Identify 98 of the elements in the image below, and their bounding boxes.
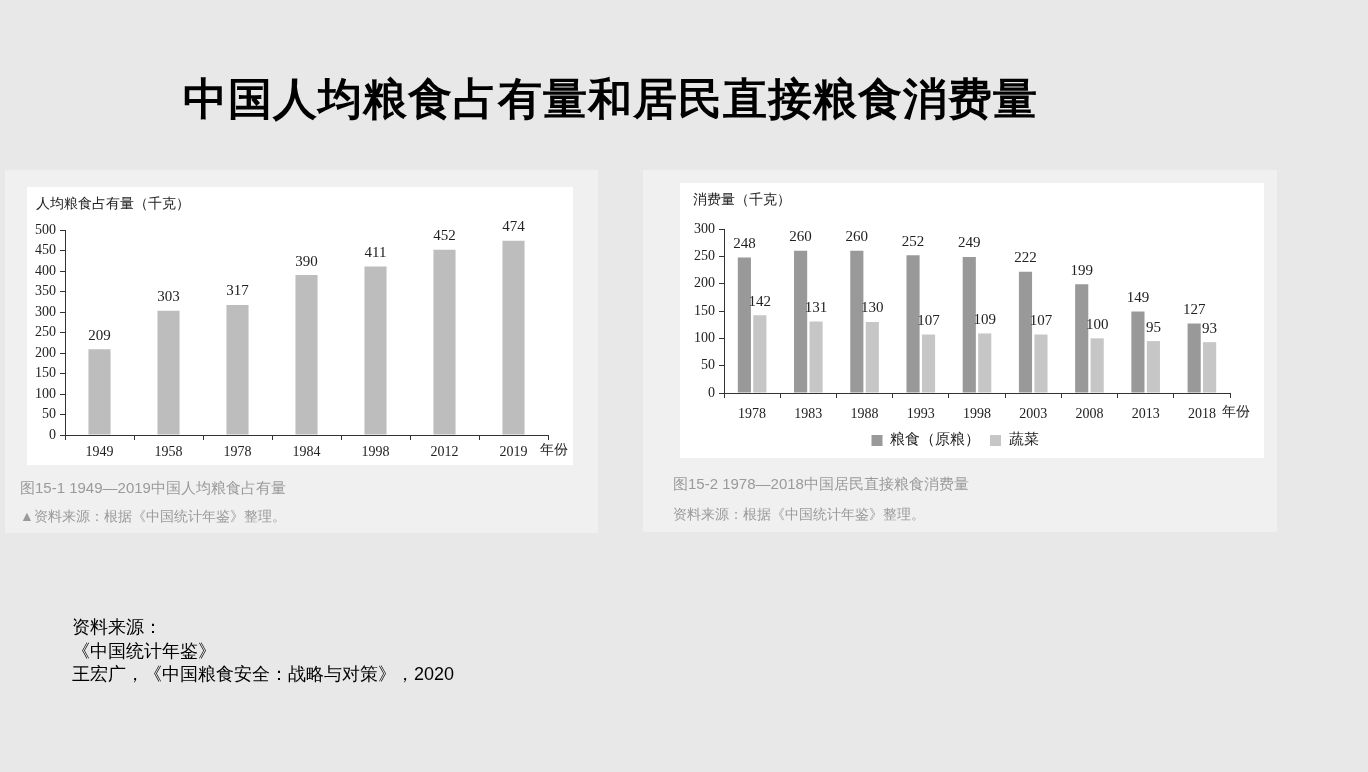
bar <box>906 255 920 393</box>
x-tick-label: 1949 <box>85 444 114 460</box>
data-label: 107 <box>917 311 941 328</box>
data-label: 209 <box>88 326 111 343</box>
y-axis-title: 消费量（千克） <box>693 192 791 208</box>
bar <box>1146 341 1160 393</box>
bar <box>502 240 525 435</box>
bar <box>921 334 936 393</box>
bar <box>1187 323 1201 393</box>
bar <box>1131 311 1145 393</box>
bar <box>962 256 976 393</box>
bar <box>157 310 180 435</box>
y-tick-label: 50 <box>701 357 715 373</box>
text: 《中国统计年鉴》 <box>72 639 216 662</box>
caption: 图15-1 1949—2019中国人均粮食占有量 <box>20 479 286 497</box>
data-label: 149 <box>1126 288 1150 305</box>
y-axis-title: 人均粮食占有量（千克） <box>36 196 190 212</box>
y-tick-label: 450 <box>35 242 56 258</box>
x-tick-label: 1984 <box>292 444 321 460</box>
y-tick-label: 250 <box>35 324 56 340</box>
data-label: 93 <box>1202 319 1218 336</box>
bar <box>850 250 864 393</box>
y-tick-label: 300 <box>35 303 56 319</box>
y-tick-label: 350 <box>35 283 56 299</box>
data-label: 109 <box>973 310 996 327</box>
y-tick-label: 100 <box>35 385 56 401</box>
x-tick-label: 2019 <box>499 444 528 460</box>
data-label: 452 <box>433 227 456 244</box>
bar <box>809 321 823 393</box>
text: 资料来源： <box>72 616 162 638</box>
bar <box>1075 284 1089 393</box>
x-tick-label: 1983 <box>794 406 823 422</box>
bar <box>1034 334 1048 393</box>
data-label: 127 <box>1182 301 1206 318</box>
data-label: 100 <box>1085 315 1109 332</box>
bar <box>737 257 751 393</box>
text: ▲资料来源：根据《中国统计年鉴》整理。 <box>20 507 286 525</box>
data-label: 130 <box>861 299 884 316</box>
y-tick-label: 400 <box>35 262 56 278</box>
bar <box>1203 342 1217 393</box>
y-tick-label: 200 <box>694 275 715 291</box>
x-tick-label: 1998 <box>361 444 390 460</box>
data-label: 95 <box>1145 318 1161 335</box>
data-label: 317 <box>226 282 250 299</box>
bar <box>753 315 767 393</box>
y-tick-label: 0 <box>708 384 715 400</box>
data-label: 142 <box>748 292 772 309</box>
chart-title: 中国人均粮食占有量和居民直接粮食消费量 <box>183 73 1038 125</box>
x-tick-label: 2013 <box>1131 406 1160 422</box>
x-tick-label: 1998 <box>963 406 991 422</box>
y-tick-label: 300 <box>694 220 715 236</box>
bar <box>1018 271 1033 393</box>
data-label: 131 <box>804 298 828 315</box>
y-tick-label: 0 <box>49 426 56 442</box>
bar <box>295 275 318 435</box>
bar <box>1090 338 1104 393</box>
y-tick-label: 100 <box>694 330 715 346</box>
data-label: 249 <box>958 234 981 251</box>
bar <box>364 266 387 435</box>
data-label: 411 <box>364 243 387 260</box>
x-axis-title: 年份 <box>1222 403 1250 419</box>
data-label: 199 <box>1070 261 1093 278</box>
x-axis-title: 年份 <box>540 441 568 457</box>
bar <box>226 305 249 435</box>
y-tick-label: 50 <box>42 406 56 422</box>
bar <box>88 349 111 435</box>
data-label: 248 <box>733 234 756 251</box>
bar <box>433 249 456 435</box>
bar <box>794 250 808 393</box>
x-tick-label: 1988 <box>850 406 879 422</box>
y-tick-label: 250 <box>694 248 715 264</box>
text: 王宏广，《中国粮食安全：战略与对策》，2020 <box>72 663 455 685</box>
x-tick-label: 1978 <box>738 406 767 422</box>
x-tick-label: 2003 <box>1019 406 1048 422</box>
data-label: 303 <box>157 288 180 305</box>
x-tick-label: 1978 <box>223 444 252 460</box>
y-tick-label: 150 <box>35 365 56 381</box>
data-label: 260 <box>845 228 869 245</box>
caption: 图15-2 1978—2018中国居民直接粮食消费量 <box>673 475 969 493</box>
y-tick-label: 150 <box>694 302 715 318</box>
bar <box>865 321 879 393</box>
legend-label: 粮食（原粮） <box>890 431 980 448</box>
text: 资料来源：根据《中国统计年鉴》整理。 <box>673 505 925 523</box>
x-tick-label: 2018 <box>1187 406 1216 422</box>
data-label: 474 <box>502 218 526 235</box>
x-tick-label: 2012 <box>430 444 459 460</box>
y-tick-label: 500 <box>35 221 56 237</box>
data-label: 260 <box>789 228 812 245</box>
data-label: 107 <box>1029 311 1053 328</box>
x-tick-label: 2008 <box>1075 406 1104 422</box>
legend-label: 蔬菜 <box>1008 431 1039 448</box>
data-label: 390 <box>295 252 318 269</box>
x-tick-label: 1993 <box>906 406 935 422</box>
x-tick-label: 1958 <box>154 444 183 460</box>
data-label: 222 <box>1014 249 1037 266</box>
bar <box>978 333 992 393</box>
data-label: 252 <box>901 232 925 249</box>
y-tick-label: 200 <box>35 344 56 360</box>
